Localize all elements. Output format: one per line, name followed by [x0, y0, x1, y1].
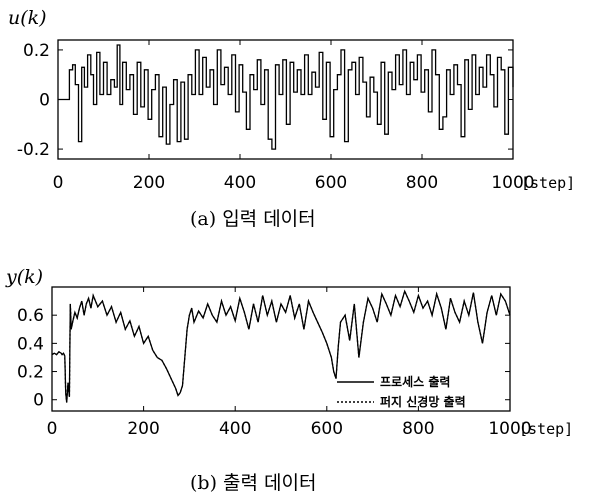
- ytick-label-b-3: 0: [33, 391, 44, 411]
- ytick-label-b-0: 0.6: [17, 306, 44, 326]
- fuzzy-nn-output-line: [51, 289, 511, 403]
- ytick-label-b-2: 0.2: [17, 363, 44, 383]
- x-unit-b: [step]: [519, 420, 573, 438]
- plot-frame-b: [51, 286, 511, 412]
- plot-frame-a: [57, 39, 514, 160]
- ylabel-a: u(k): [8, 7, 47, 29]
- caption-a: (a) 입력 데이터: [190, 208, 316, 230]
- xtick-label-a-4: 800: [406, 173, 438, 193]
- x-unit-a: [step]: [521, 174, 575, 192]
- input-series-line: [58, 44, 514, 150]
- xtick-label-b-2: 400: [219, 419, 251, 439]
- xtick-label-a-0: 0: [53, 173, 64, 193]
- xtick-label-b-4: 800: [402, 419, 434, 439]
- xtick-label-b-1: 200: [127, 419, 159, 439]
- xtick-label-b-5: 1000: [488, 419, 531, 439]
- ytick-label-a-0: 0.2: [23, 41, 50, 61]
- legend-label-process: 프로세스 출력: [380, 374, 450, 389]
- ticks-b: 0 200 400 600 800 1000 0.6 0.4 0.2 0: [17, 287, 532, 439]
- xtick-label-a-5: 1000: [491, 173, 534, 193]
- xtick-label-b-3: 600: [311, 419, 343, 439]
- ytick-label-b-1: 0.4: [17, 334, 44, 354]
- xtick-label-b-0: 0: [47, 419, 58, 439]
- xtick-label-a-2: 400: [224, 173, 256, 193]
- xtick-label-a-1: 200: [133, 173, 165, 193]
- panel-b: y(k) 0 200 400 600 800 1000 0.6 0.4 0.2 0 프로세스 출력…: [5, 266, 573, 494]
- ytick-label-a-2: -0.2: [17, 140, 50, 160]
- ylabel-b: y(k): [5, 266, 43, 288]
- legend-label-fuzzy: 퍼지 신경망 출력: [380, 394, 466, 409]
- xtick-label-a-3: 600: [315, 173, 347, 193]
- legend: 프로세스 출력 퍼지 신경망 출력: [337, 374, 466, 409]
- caption-b: (b) 출력 데이터: [190, 472, 316, 494]
- ytick-label-a-1: 0: [39, 91, 50, 111]
